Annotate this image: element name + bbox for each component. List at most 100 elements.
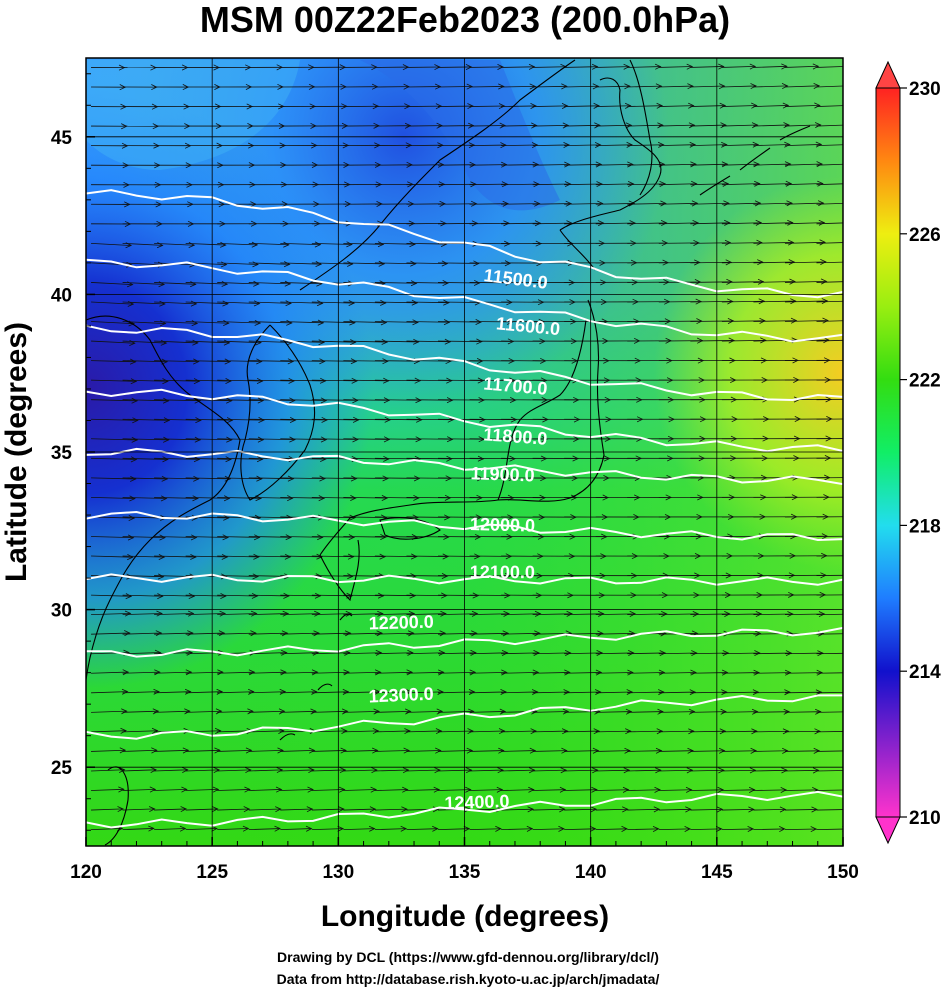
wind-arrow-shaft: [185, 399, 232, 402]
wind-arrow-shaft: [248, 242, 289, 246]
wind-arrow-head: [813, 83, 821, 89]
wind-arrow-shaft: [627, 613, 667, 616]
wind-arrow-shaft: [690, 320, 734, 322]
wind-arrow-shaft: [564, 164, 602, 166]
wind-arrow-head: [853, 553, 858, 558]
wind-arrow-head: [185, 669, 193, 676]
wind-arrow-head: [692, 220, 700, 226]
wind-arrow-shaft: [311, 262, 353, 265]
wind-arrow-shaft: [469, 203, 509, 205]
wind-arrow-head: [471, 610, 479, 617]
wind-arrow-head: [344, 649, 351, 656]
wind-arrow-shaft: [185, 749, 220, 752]
map-title: MSM 00Z22Feb2023 (200.0hPa): [200, 0, 730, 40]
wind-arrow-shaft: [658, 652, 697, 655]
wind-arrow-shaft: [406, 828, 438, 831]
wind-arrow-shaft: [374, 613, 415, 616]
wind-arrow-head: [314, 610, 321, 617]
wind-arrow-head: [656, 728, 664, 735]
wind-arrow-shaft: [343, 399, 390, 401]
wind-arrow-head: [214, 747, 221, 754]
wind-arrow-shaft: [627, 144, 664, 147]
wind-arrow-shaft: [343, 750, 378, 752]
wind-arrow-head: [380, 299, 387, 306]
wind-arrow-head: [563, 689, 571, 696]
wind-arrow-head: [628, 650, 635, 657]
wind-arrow-head: [337, 825, 345, 832]
wind-arrow-shaft: [721, 808, 754, 811]
wind-arrow-head: [314, 592, 322, 599]
wind-arrow-head: [124, 630, 131, 637]
wind-arrow-shaft: [311, 828, 344, 831]
wind-arrow-shaft: [816, 731, 843, 733]
wind-arrow-shaft: [690, 691, 727, 694]
wind-arrow-shaft: [658, 85, 693, 88]
wind-arrow-head: [226, 397, 233, 404]
wind-arrow-shaft: [564, 750, 599, 752]
wind-arrow-shaft: [280, 477, 325, 480]
wind-arrow-head: [823, 337, 830, 344]
wind-arrow-head: [533, 650, 540, 656]
wind-arrow-shaft: [122, 555, 165, 558]
wind-arrow-shaft: [217, 360, 262, 362]
wind-arrow-head: [845, 748, 850, 753]
wind-arrow-shaft: [185, 632, 225, 635]
wind-arrow-head: [117, 806, 124, 813]
wind-arrow-head: [284, 553, 292, 560]
wind-arrow-shaft: [595, 105, 631, 107]
grid-lines: [86, 58, 843, 846]
wind-arrow-head: [844, 64, 850, 69]
wind-arrow-shaft: [91, 496, 135, 499]
wind-arrow-head: [223, 495, 231, 502]
wind-arrow-shaft: [185, 828, 217, 831]
wind-arrow-head: [256, 456, 264, 463]
wind-arrow-shaft: [248, 321, 292, 324]
wind-arrow-shaft: [154, 457, 200, 460]
wind-arrow-shaft: [690, 652, 729, 655]
wind-arrow-shaft: [469, 86, 504, 88]
wind-arrow-shaft: [816, 144, 843, 147]
wind-arrow-head: [476, 338, 483, 345]
wind-arrow-shaft: [816, 809, 843, 811]
wind-arrow-shaft: [690, 202, 729, 205]
wind-arrow-shaft: [564, 632, 603, 635]
wind-arrow-shaft: [690, 163, 728, 166]
wind-arrow-shaft: [311, 301, 355, 304]
wind-arrow-shaft: [532, 652, 571, 655]
wind-arrow-head: [655, 83, 663, 90]
wind-arrow-shaft: [658, 808, 691, 811]
wind-arrow-head: [347, 260, 354, 267]
wind-arrow-head: [815, 689, 823, 696]
wind-arrow-head: [593, 102, 600, 109]
wind-arrow-shaft: [122, 808, 155, 811]
wind-arrow-shaft: [469, 164, 507, 166]
wind-arrow-shaft: [217, 516, 261, 519]
wind-arrow-shaft: [406, 594, 447, 597]
wind-arrow-head: [289, 436, 296, 443]
wind-arrow-head: [158, 554, 166, 560]
wind-arrow-head: [130, 475, 137, 482]
wind-arrow-shaft: [532, 632, 572, 635]
wind-arrow-shaft: [217, 340, 262, 344]
wind-arrow-head: [624, 102, 632, 109]
wind-arrow-head: [221, 280, 229, 287]
wind-arrow-shaft: [248, 710, 285, 713]
wind-arrow-head: [131, 397, 139, 404]
wind-arrow-head: [852, 259, 858, 264]
wind-arrow-shaft: [406, 652, 445, 655]
wind-arrow-head: [811, 806, 818, 813]
wind-arrow-shaft: [122, 691, 160, 694]
colorbar-gradient: [875, 87, 901, 818]
wind-arrow-head: [534, 220, 542, 227]
wind-arrow-shaft: [311, 769, 346, 772]
wind-arrow-shaft: [784, 124, 821, 127]
wind-arrow-shaft: [185, 321, 229, 324]
wind-arrow-head: [534, 200, 541, 207]
wind-arrow-head: [409, 592, 417, 599]
wind-arrow-head: [751, 102, 758, 109]
wind-arrow-head: [350, 475, 358, 482]
wind-arrow-head: [532, 669, 540, 676]
wind-arrow-head: [690, 669, 697, 676]
wind-arrow-head: [784, 141, 791, 148]
wind-arrow-shaft: [690, 730, 726, 733]
